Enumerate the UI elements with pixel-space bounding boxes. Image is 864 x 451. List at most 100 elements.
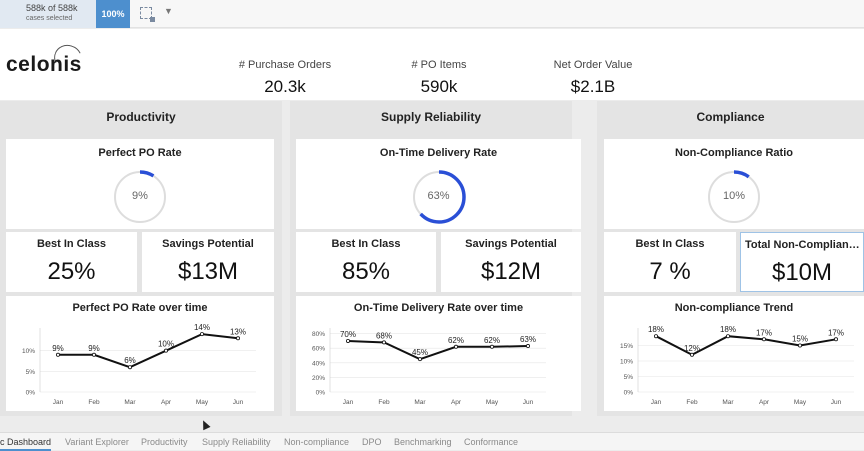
stat-value: 85% [341, 258, 391, 285]
data-label: 6% [124, 356, 136, 365]
stat-value: 7 % [649, 258, 691, 285]
gauge-title: Perfect PO Rate [98, 147, 182, 159]
data-point [797, 343, 802, 348]
data-label: 17% [828, 328, 844, 337]
chart-title: Non-compliance Trend [674, 302, 794, 314]
data-point [726, 334, 731, 339]
data-point [346, 338, 351, 343]
perfect-po-rate-line-chart: 0% 5% 10% Jan Feb Mar Apr May Jun 9% 9% 6% 10% 14% 13% [22, 323, 256, 406]
tab-dpo[interactable]: DPO [362, 437, 382, 447]
kpi-value: 590k [420, 77, 458, 96]
x-tick-label: Feb [88, 399, 100, 406]
x-tick-label: Jun [523, 399, 534, 406]
section-title: Supply Reliability [380, 110, 482, 124]
x-tick-label: Feb [686, 399, 698, 406]
data-point [418, 357, 423, 362]
gauge-value: 10% [722, 190, 746, 202]
selection-percent-badge[interactable]: 100% [96, 0, 130, 28]
y-tick-label: 15% [620, 343, 633, 350]
data-label: 9% [52, 344, 64, 353]
total-non-compliance-card[interactable]: Total Non-Complian… $10M [740, 232, 864, 292]
savings-potential-card[interactable]: Savings Potential $13M [142, 232, 274, 292]
kpi-label: # PO Items [411, 59, 467, 71]
gauge-value: 9% [132, 190, 148, 202]
data-point [56, 352, 61, 357]
tab-conformance[interactable]: Conformance [464, 437, 519, 447]
series-line [58, 333, 239, 369]
section-supply-reliability: Supply Reliability On-Time Delivery Rate… [290, 101, 581, 416]
data-label: 18% [720, 325, 736, 334]
series-line [655, 335, 837, 356]
data-label: 62% [448, 336, 464, 345]
best-in-class-card[interactable]: Best In Class 25% [6, 232, 137, 292]
gauge-value: 63% [427, 190, 450, 202]
kpi-value: 20.3k [264, 77, 306, 96]
data-label: 62% [484, 336, 500, 345]
dashboard-header: celonis # Purchase Orders 20.3k # PO Ite… [0, 29, 864, 100]
tab-dashboard[interactable]: c Dashboard [0, 437, 52, 451]
gauge-card[interactable]: On-Time Delivery Rate 63% [296, 139, 581, 229]
data-label: 13% [230, 327, 246, 336]
section-title: Compliance [696, 110, 765, 124]
celonis-logo: celonis [6, 53, 82, 76]
best-in-class-card[interactable]: Best In Class 7 % [604, 232, 736, 292]
data-point [525, 344, 530, 349]
case-selection-counter[interactable]: 588k of 588k cases selected [0, 0, 96, 28]
gauge-non-compliance: 10% [706, 169, 762, 225]
data-point [453, 344, 458, 349]
x-tick-label: Jun [831, 399, 842, 406]
stat-value: 25% [47, 258, 96, 285]
x-tick-label: Mar [722, 399, 734, 406]
stat-value: $10M [771, 259, 833, 286]
y-tick-label: 20% [312, 375, 325, 382]
x-tick-label: Feb [378, 399, 390, 406]
stat-label: Best In Class [635, 238, 705, 250]
tab-benchmarking[interactable]: Benchmarking [394, 437, 452, 447]
tab-productivity[interactable]: Productivity [141, 437, 188, 447]
x-tick-label: May [196, 399, 209, 406]
sheet-tab-bar: c Dashboard Variant Explorer Productivit… [0, 432, 864, 451]
chevron-down-icon[interactable]: ▼ [164, 6, 173, 16]
savings-potential-card[interactable]: Savings Potential $12M [441, 232, 581, 292]
tab-non-compliance[interactable]: Non-compliance [284, 437, 350, 447]
y-tick-label: 0% [316, 390, 326, 397]
stat-label: Best In Class [331, 238, 401, 250]
trend-chart-card[interactable]: On-Time Delivery Rate over time 0% 20% 40%… [296, 296, 581, 411]
data-point [761, 337, 766, 342]
gauge-card[interactable]: Perfect PO Rate 9% [6, 139, 274, 229]
gauge-card[interactable]: Non-Compliance Ratio 10% [604, 139, 864, 229]
data-point [489, 344, 494, 349]
best-in-class-card[interactable]: Best In Class 85% [296, 232, 436, 292]
x-tick-label: Apr [759, 399, 770, 406]
gauge-on-time-delivery: 63% [411, 169, 467, 225]
data-point [235, 336, 240, 341]
kpi-value: $2.1B [570, 77, 616, 96]
section-compliance: Compliance Non-Compliance Ratio 10% Best… [597, 101, 864, 416]
mouse-cursor-icon [199, 418, 211, 431]
tab-supply-reliability[interactable]: Supply Reliability [202, 437, 271, 447]
trend-chart-card[interactable]: Perfect PO Rate over time 0% 5% 10% Jan Feb M… [6, 296, 274, 411]
data-label: 63% [520, 335, 536, 344]
gauge-title: On-Time Delivery Rate [379, 147, 498, 159]
stat-label: Total Non-Complian… [745, 239, 860, 251]
stat-value: $13M [177, 258, 239, 285]
kpi-label: # Purchase Orders [238, 59, 332, 71]
data-label: 18% [648, 325, 664, 334]
data-point [163, 348, 168, 353]
chart-title: Perfect PO Rate over time [72, 302, 208, 314]
x-tick-label: Mar [414, 399, 426, 406]
selection-tool-icon[interactable] [140, 7, 155, 22]
data-label: 70% [340, 330, 356, 339]
y-tick-label: 0% [624, 390, 634, 397]
tab-variant-explorer[interactable]: Variant Explorer [65, 437, 129, 447]
y-tick-label: 5% [26, 369, 36, 376]
stat-value: $12M [480, 258, 542, 285]
data-label: 14% [194, 323, 210, 332]
data-point [92, 352, 97, 357]
y-tick-label: 0% [26, 390, 36, 397]
data-point [199, 332, 204, 337]
kpi-purchase-orders: # Purchase Orders 20.3k [215, 59, 355, 97]
on-time-delivery-line-chart: 0% 20% 40% 60% 80% Jan Feb Mar Apr May Jun 70% 68% 45… [312, 328, 546, 406]
x-tick-label: Apr [451, 399, 462, 406]
trend-chart-card[interactable]: Non-compliance Trend 0% 5% 10% 15% Jan Feb Mar… [604, 296, 864, 411]
